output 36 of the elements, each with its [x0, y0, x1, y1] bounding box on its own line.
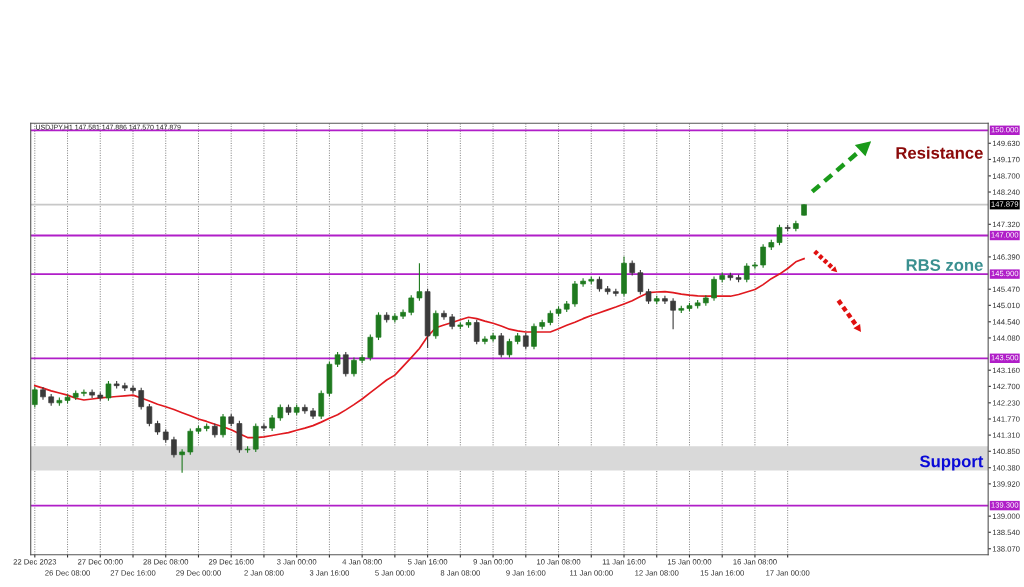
candlestick [138, 387, 144, 411]
candlestick [776, 224, 783, 246]
candlestick [760, 243, 766, 269]
candlestick [146, 403, 153, 427]
candlestick [498, 332, 505, 359]
annotation: Resistance [896, 146, 983, 159]
annotation: Support [919, 455, 984, 471]
candlestick [179, 448, 185, 474]
candlestick [105, 380, 112, 402]
candlestick [187, 427, 194, 456]
candlestick [351, 357, 357, 378]
candlestick [637, 269, 644, 295]
candlestick [432, 310, 439, 340]
candlestick [318, 390, 325, 420]
candlestick [506, 338, 513, 359]
candlestick [375, 311, 382, 341]
candlestick [572, 280, 578, 308]
candlestick [473, 319, 480, 345]
candlestick [752, 261, 758, 270]
candlestick [416, 262, 423, 302]
candlestick [220, 413, 226, 439]
candlestick [531, 323, 537, 350]
candlestick [408, 294, 415, 316]
candlestick [32, 386, 38, 408]
candlestick [261, 422, 267, 432]
candlestick [743, 262, 750, 283]
candlestick [342, 351, 349, 378]
candlestick [670, 297, 676, 330]
candlestick [711, 276, 717, 302]
candlestick [171, 436, 177, 459]
candlestick [392, 312, 398, 324]
candlestick [81, 388, 87, 397]
candlestick [252, 422, 259, 453]
line-series [33, 257, 805, 439]
annotation: RBS zone [906, 259, 983, 271]
candlestick [367, 333, 374, 361]
